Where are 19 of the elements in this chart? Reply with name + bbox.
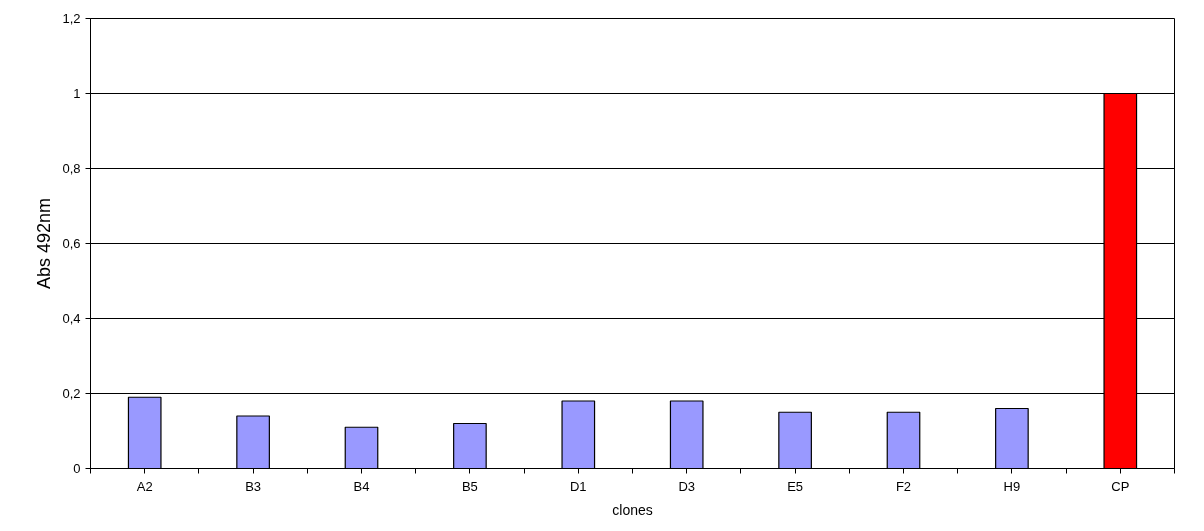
x-tick-label: F2 — [895, 478, 912, 494]
x-tick-label: A2 — [136, 478, 153, 494]
x-tick-label: CP — [1111, 478, 1130, 494]
y-tick-label: 1 — [73, 86, 81, 101]
y-tick-label: 1,2 — [62, 11, 81, 26]
x-tick-label: E5 — [787, 478, 804, 494]
x-axis-title: clones — [612, 501, 653, 518]
y-tick-label: 0,4 — [62, 311, 81, 326]
y-tick-label: 0,6 — [62, 236, 81, 251]
x-tick-label: B4 — [353, 478, 370, 494]
y-tick-label: 0,8 — [62, 161, 81, 176]
x-tick-label: D3 — [678, 478, 696, 494]
x-tick-label: D1 — [569, 478, 587, 494]
y-axis-title: Abs 492nm — [34, 197, 55, 290]
x-tick-label: H9 — [1003, 478, 1021, 494]
x-tick-label: B3 — [245, 478, 262, 494]
x-tick-label: B5 — [461, 478, 478, 494]
y-tick-label: 0 — [73, 461, 81, 476]
y-tick-label: 0,2 — [62, 386, 81, 401]
